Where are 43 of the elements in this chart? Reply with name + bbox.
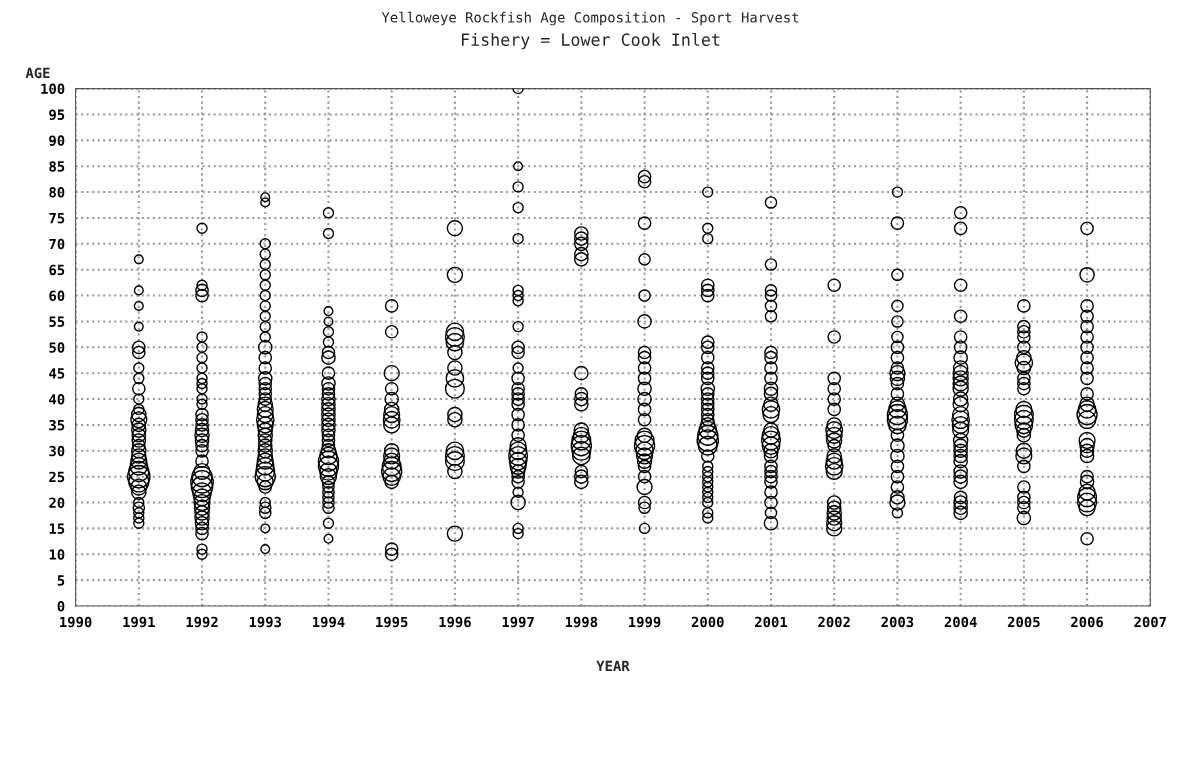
y-tick-label: 65 [49, 264, 65, 276]
x-tick-label: 1994 [313, 616, 345, 628]
y-tick-label: 55 [49, 316, 65, 327]
x-tick-label: 2007 [1134, 616, 1166, 628]
x-axis-title: YEAR [596, 660, 630, 671]
x-tick-label: 2004 [944, 616, 977, 628]
y-tick-label: 30 [49, 445, 65, 457]
y-tick-label: 90 [49, 135, 65, 146]
y-tick-label: 50 [49, 342, 65, 353]
y-tick-label: 40 [49, 394, 65, 405]
y-tick-label: 15 [49, 523, 65, 534]
y-tick-label: 85 [49, 161, 65, 172]
x-tick-label: 2001 [755, 616, 788, 628]
y-tick-label: 25 [49, 471, 65, 483]
x-tick-label: 1993 [249, 616, 282, 628]
x-tick-label: 1995 [376, 616, 408, 628]
y-tick-label: 60 [49, 290, 65, 302]
y-tick-label: 10 [49, 549, 65, 560]
x-tick-label: 1992 [186, 616, 218, 628]
chart-subtitle: Fishery = Lower Cook Inlet [461, 32, 720, 50]
y-tick-label: 5 [57, 575, 65, 586]
y-tick-label: 95 [49, 109, 65, 121]
x-tick-label: 1998 [565, 616, 598, 628]
x-tick-label: 1991 [123, 616, 155, 628]
y-tick-label: 75 [49, 213, 65, 224]
x-tick-label: 1990 [60, 616, 92, 628]
y-tick-label: 20 [49, 497, 65, 509]
x-tick-label: 2002 [818, 616, 850, 628]
y-tick-label: 35 [49, 419, 65, 431]
x-tick-label: 2006 [1071, 616, 1104, 628]
y-axis-title: AGE [25, 67, 50, 79]
y-tick-label: 80 [49, 187, 65, 198]
x-tick-label: 1999 [629, 616, 661, 628]
x-tick-label: 2003 [881, 616, 914, 628]
y-tick-label: 45 [49, 368, 65, 379]
chart-title: Yelloweye Rockfish Age Composition - Sport Harvest [381, 11, 799, 26]
x-tick-label: 2005 [1007, 616, 1040, 628]
x-tick-label: 1997 [502, 616, 534, 628]
y-tick-label: 0 [57, 601, 65, 612]
y-tick-label: 70 [49, 238, 65, 250]
x-tick-label: 1996 [439, 616, 471, 628]
x-tick-label: 2000 [691, 616, 724, 628]
y-tick-label: 100 [41, 83, 65, 95]
